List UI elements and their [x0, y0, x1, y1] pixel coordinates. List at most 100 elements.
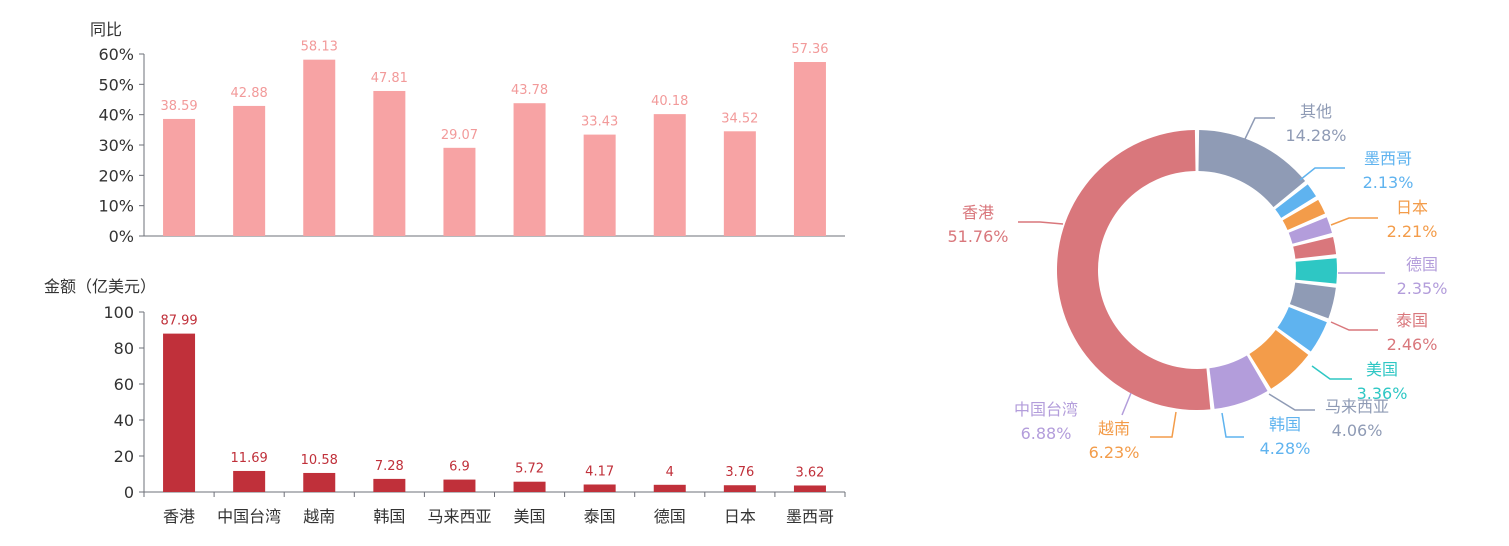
yoy-bar [583, 134, 616, 236]
yoy-y-tick-label: 40% [98, 106, 134, 125]
pie-leader-line [1299, 167, 1345, 181]
amount-data-label: 6.9 [449, 460, 470, 475]
amount-y-tick-label: 20 [114, 447, 134, 466]
yoy-bar [233, 105, 266, 236]
amount-category-label: 日本 [724, 507, 756, 526]
pie-slice-1 [1209, 355, 1268, 409]
amount-data-label: 10.58 [301, 453, 338, 468]
pie-slice-name: 香港 [962, 203, 994, 222]
amount-category-label: 越南 [303, 507, 335, 526]
amount-y-tick-label: 0 [124, 483, 134, 502]
yoy-data-label: 34.52 [721, 111, 758, 126]
pie-slice-name: 日本 [1396, 198, 1428, 217]
yoy-data-label: 42.88 [231, 86, 268, 101]
pie-slice-percent: 4.28% [1260, 439, 1311, 458]
amount-category-label: 马来西亚 [427, 507, 491, 526]
amount-category-label: 香港 [163, 507, 195, 526]
pie-slice-2 [1249, 330, 1309, 389]
yoy-bar [653, 114, 686, 236]
yoy-axis-label: 同比 [90, 20, 122, 39]
pie-slice-percent: 2.13% [1363, 173, 1414, 192]
pie-slice-10 [1198, 130, 1306, 208]
share-donut-chart: 香港 51.76% 中国台湾 6.88% 越南 6.23% 韩国 4.28% 马来西亚 4.06%… [947, 102, 1447, 462]
pie-slice-9 [1275, 184, 1317, 218]
pie-slice-percent: 6.88% [1021, 424, 1072, 443]
yoy-data-label: 33.43 [581, 115, 618, 130]
amount-data-label: 7.28 [375, 459, 404, 474]
yoy-data-label: 58.13 [301, 40, 338, 55]
amount-data-label: 4 [666, 465, 674, 480]
amount-category-label: 墨西哥 [786, 507, 834, 526]
amount-bar [723, 485, 756, 492]
pie-leader-line [1268, 393, 1315, 411]
pie-slice-name: 韩国 [1269, 415, 1301, 434]
yoy-data-label: 57.36 [791, 42, 828, 57]
amount-category-label: 泰国 [584, 507, 616, 526]
pie-leader-line [1121, 392, 1132, 416]
amount-bar [303, 472, 336, 492]
pie-slice-4 [1289, 282, 1336, 319]
amount-category-label: 韩国 [373, 507, 405, 526]
amount-bar [373, 478, 406, 492]
pie-slice-7 [1288, 217, 1332, 244]
amount-y-tick-label: 60 [114, 375, 134, 394]
amount-y-tick-label: 40 [114, 411, 134, 430]
pie-slice-3 [1277, 306, 1327, 352]
yoy-bar [723, 131, 756, 236]
yoy-data-label: 47.81 [371, 71, 408, 86]
pie-slice-name: 越南 [1098, 419, 1130, 438]
pie-leader-line [1221, 412, 1244, 438]
amount-bar [793, 485, 826, 492]
amount-data-label: 87.99 [160, 314, 197, 329]
pie-slice-percent: 2.35% [1397, 279, 1448, 298]
pie-leader-line [1018, 221, 1064, 225]
pie-slice-name: 美国 [1366, 360, 1398, 379]
pie-slice-name: 其他 [1300, 102, 1332, 121]
amount-data-label: 11.69 [231, 451, 268, 466]
yoy-data-label: 40.18 [651, 94, 688, 109]
yoy-y-tick-label: 10% [98, 197, 134, 216]
yoy-data-label: 38.59 [160, 99, 197, 114]
pie-slice-name: 墨西哥 [1364, 149, 1412, 168]
amount-bar [163, 333, 196, 492]
pie-slice-name: 德国 [1406, 255, 1438, 274]
amount-bar [443, 479, 476, 492]
amount-data-label: 4.17 [585, 464, 614, 479]
yoy-bar [513, 103, 546, 236]
yoy-y-tick-label: 50% [98, 75, 134, 94]
pie-leader-line [1311, 365, 1352, 380]
yoy-y-tick-label: 0% [109, 227, 134, 246]
amount-bar [513, 481, 546, 492]
pie-leader-line [1330, 321, 1378, 331]
amount-category-label: 美国 [514, 507, 546, 526]
amount-bar [583, 484, 616, 492]
pie-leader-line [1244, 117, 1275, 140]
pie-slice-name: 中国台湾 [1014, 400, 1078, 419]
pie-slice-percent: 4.06% [1332, 421, 1383, 440]
amount-data-label: 5.72 [515, 462, 544, 477]
amount-bar [233, 470, 266, 492]
amount-category-label: 德国 [654, 507, 686, 526]
pie-slice-name: 泰国 [1396, 311, 1428, 330]
amount-bar-chart: 金额（亿美元） 0 20 40 60 80 100 87.99 11.69 10.58 7.28 6… [44, 277, 846, 526]
yoy-bar [303, 59, 336, 236]
yoy-y-tick-label: 20% [98, 166, 134, 185]
pie-leader-line [1150, 411, 1177, 438]
yoy-data-label: 43.78 [511, 83, 548, 98]
pie-slice-percent: 2.21% [1387, 222, 1438, 241]
yoy-bar [793, 62, 826, 237]
yoy-y-tick-label: 60% [98, 45, 134, 64]
pie-slice-5 [1295, 258, 1337, 284]
pie-slice-percent: 3.36% [1357, 384, 1408, 403]
amount-y-tick-label: 80 [114, 339, 134, 358]
amount-data-label: 3.76 [725, 465, 754, 480]
pie-slice-percent: 51.76% [947, 227, 1008, 246]
yoy-bar [443, 147, 476, 236]
amount-category-label: 中国台湾 [217, 507, 281, 526]
pie-slice-name: 马来西亚 [1325, 397, 1389, 416]
yoy-data-label: 29.07 [441, 128, 478, 143]
amount-bar [653, 484, 686, 492]
yoy-bar-chart: 同比 0% 10% 20% 30% 40% 50% 60% 38.59 42.88 58.13 47… [90, 20, 845, 246]
